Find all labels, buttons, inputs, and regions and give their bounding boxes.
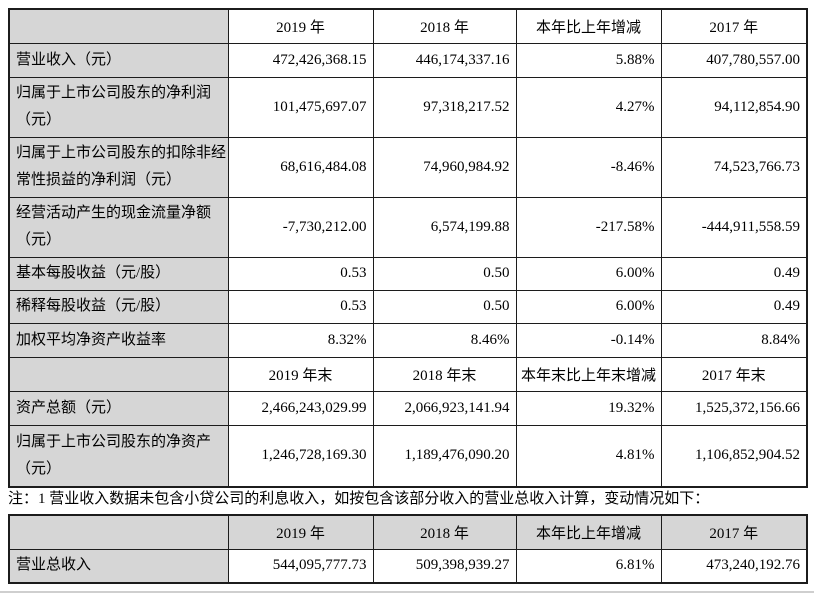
table-row: 加权平均净资产收益率 8.32% 8.46% -0.14% 8.84%	[8, 322, 808, 358]
header-2017: 2017 年	[660, 8, 808, 44]
value-change: 6.81%	[515, 548, 662, 584]
header-blank-cell	[8, 514, 229, 550]
value-2017: 94,112,854.90	[660, 76, 808, 138]
subheader-2019-end: 2019 年末	[227, 356, 374, 392]
table-row: 资产总额（元） 2,466,243,029.99 2,066,923,141.9…	[8, 390, 808, 426]
total-revenue-table: 2019 年 2018 年 本年比上年增减 2017 年 营业总收入 544,0…	[8, 514, 808, 584]
value-2018: 8.46%	[372, 322, 517, 358]
value-2019: 544,095,777.73	[227, 548, 374, 584]
table-row: 稀释每股收益（元/股） 0.53 0.50 6.00% 0.49	[8, 289, 808, 324]
table-row: 归属于上市公司股东的净利润（元） 101,475,697.07 97,318,2…	[8, 76, 808, 138]
value-2018: 446,174,337.16	[372, 42, 517, 78]
row-label: 营业总收入	[8, 548, 229, 584]
value-2017: 0.49	[660, 289, 808, 324]
row-label: 加权平均净资产收益率	[8, 322, 229, 358]
table-subheader-row: 2019 年末 2018 年末 本年末比上年末增减 2017 年末	[8, 356, 808, 392]
value-change: 6.00%	[515, 256, 662, 291]
value-change: -8.46%	[515, 136, 662, 198]
value-2017: -444,911,558.59	[660, 196, 808, 258]
table-row: 营业总收入 544,095,777.73 509,398,939.27 6.81…	[8, 548, 808, 584]
value-change: 6.00%	[515, 289, 662, 324]
row-label: 归属于上市公司股东的净利润（元）	[8, 76, 229, 138]
row-label: 营业收入（元）	[8, 42, 229, 78]
value-2019: 472,426,368.15	[227, 42, 374, 78]
value-2019: 0.53	[227, 289, 374, 324]
subheader-change-end: 本年末比上年末增减	[515, 356, 662, 392]
value-2018: 1,189,476,090.20	[372, 424, 517, 488]
header-2018: 2018 年	[372, 514, 517, 550]
subheader-2017-end: 2017 年末	[660, 356, 808, 392]
header-2019: 2019 年	[227, 8, 374, 44]
value-2018: 0.50	[372, 289, 517, 324]
row-label: 资产总额（元）	[8, 390, 229, 426]
footnote-text: 注：1 营业收入数据未包含小贷公司的利息收入，如按包含该部分收入的营业总收入计算…	[8, 491, 710, 507]
value-2018: 0.50	[372, 256, 517, 291]
table-header-row: 2019 年 2018 年 本年比上年增减 2017 年	[8, 514, 808, 550]
value-2017: 1,525,372,156.66	[660, 390, 808, 426]
subheader-blank-cell	[8, 356, 229, 392]
value-2017: 8.84%	[660, 322, 808, 358]
value-2019: 8.32%	[227, 322, 374, 358]
table-row: 经营活动产生的现金流量净额（元） -7,730,212.00 6,574,199…	[8, 196, 808, 258]
table-row: 归属于上市公司股东的扣除非经常性损益的净利润（元） 68,616,484.08 …	[8, 136, 808, 198]
value-2019: 101,475,697.07	[227, 76, 374, 138]
value-2019: 2,466,243,029.99	[227, 390, 374, 426]
row-label: 经营活动产生的现金流量净额（元）	[8, 196, 229, 258]
value-change: 19.32%	[515, 390, 662, 426]
value-2018: 6,574,199.88	[372, 196, 517, 258]
value-change: 5.88%	[515, 42, 662, 78]
subheader-2018-end: 2018 年末	[372, 356, 517, 392]
page-bottom-divider	[0, 591, 814, 593]
row-label: 稀释每股收益（元/股）	[8, 289, 229, 324]
header-2017: 2017 年	[660, 514, 808, 550]
header-2019: 2019 年	[227, 514, 374, 550]
row-label: 归属于上市公司股东的扣除非经常性损益的净利润（元）	[8, 136, 229, 198]
table-header-row: 2019 年 2018 年 本年比上年增减 2017 年	[8, 8, 808, 44]
value-2017: 74,523,766.73	[660, 136, 808, 198]
value-2019: 68,616,484.08	[227, 136, 374, 198]
value-change: 4.81%	[515, 424, 662, 488]
value-2017: 407,780,557.00	[660, 42, 808, 78]
value-2017: 1,106,852,904.52	[660, 424, 808, 488]
value-2017: 0.49	[660, 256, 808, 291]
value-2018: 2,066,923,141.94	[372, 390, 517, 426]
header-2018: 2018 年	[372, 8, 517, 44]
value-2018: 509,398,939.27	[372, 548, 517, 584]
value-2017: 473,240,192.76	[660, 548, 808, 584]
value-change: 4.27%	[515, 76, 662, 138]
table-row: 归属于上市公司股东的净资产（元） 1,246,728,169.30 1,189,…	[8, 424, 808, 488]
value-change: -0.14%	[515, 322, 662, 358]
value-2018: 97,318,217.52	[372, 76, 517, 138]
table-row: 基本每股收益（元/股） 0.53 0.50 6.00% 0.49	[8, 256, 808, 291]
key-financials-table: 2019 年 2018 年 本年比上年增减 2017 年 营业收入（元） 472…	[8, 8, 808, 488]
value-change: -217.58%	[515, 196, 662, 258]
header-blank-cell	[8, 8, 229, 44]
value-2018: 74,960,984.92	[372, 136, 517, 198]
value-2019: -7,730,212.00	[227, 196, 374, 258]
row-label: 归属于上市公司股东的净资产（元）	[8, 424, 229, 488]
row-label: 基本每股收益（元/股）	[8, 256, 229, 291]
header-change: 本年比上年增减	[515, 8, 662, 44]
table-row: 营业收入（元） 472,426,368.15 446,174,337.16 5.…	[8, 42, 808, 78]
value-2019: 0.53	[227, 256, 374, 291]
header-change: 本年比上年增减	[515, 514, 662, 550]
value-2019: 1,246,728,169.30	[227, 424, 374, 488]
